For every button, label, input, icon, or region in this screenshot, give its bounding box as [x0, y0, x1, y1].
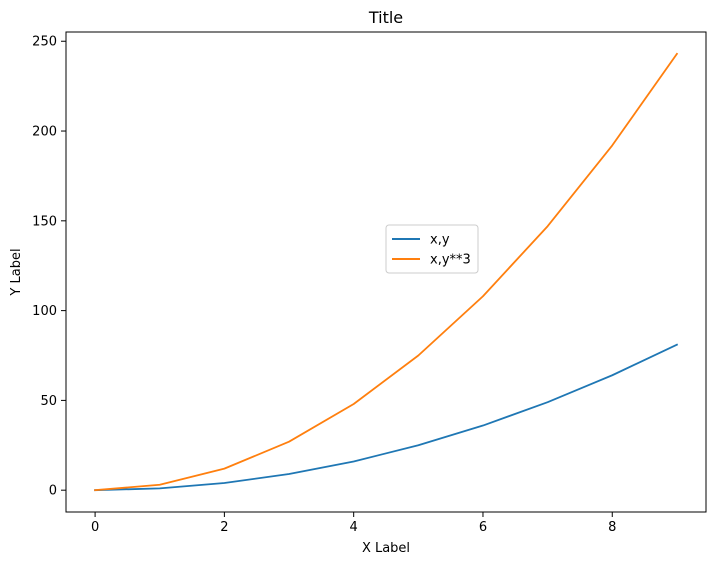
y-tick-label: 150	[32, 214, 57, 229]
plot-lines	[94, 52, 679, 492]
x-tick-label: 8	[608, 520, 616, 535]
y-tick-label: 50	[40, 394, 57, 409]
y-tick-label: 200	[32, 125, 57, 140]
y-tick-label: 0	[49, 484, 57, 499]
y-tick-label: 250	[32, 35, 57, 50]
legend-box	[385, 224, 479, 274]
x-tick-label: 4	[350, 520, 358, 535]
legend-entry-x-y: x,y	[430, 233, 450, 248]
y-axis-label: Y Label	[9, 248, 24, 296]
y-axis-ticks: 0 50 100 150 200 250	[32, 35, 66, 499]
series-line-1	[94, 52, 679, 492]
legend: x,y x,y**3	[385, 224, 479, 274]
axes-frame	[65, 31, 707, 513]
y-tick-label: 100	[32, 304, 57, 319]
x-tick-label: 0	[91, 520, 99, 535]
x-axis-label: X Label	[362, 541, 410, 556]
x-tick-label: 2	[220, 520, 228, 535]
series-line-0	[94, 343, 679, 492]
legend-entry-x-y-cubed: x,y**3	[430, 253, 471, 268]
chart-title: Title	[368, 8, 403, 27]
x-tick-label: 6	[479, 520, 487, 535]
x-axis-ticks: 0 2 4 6 8	[91, 512, 616, 535]
